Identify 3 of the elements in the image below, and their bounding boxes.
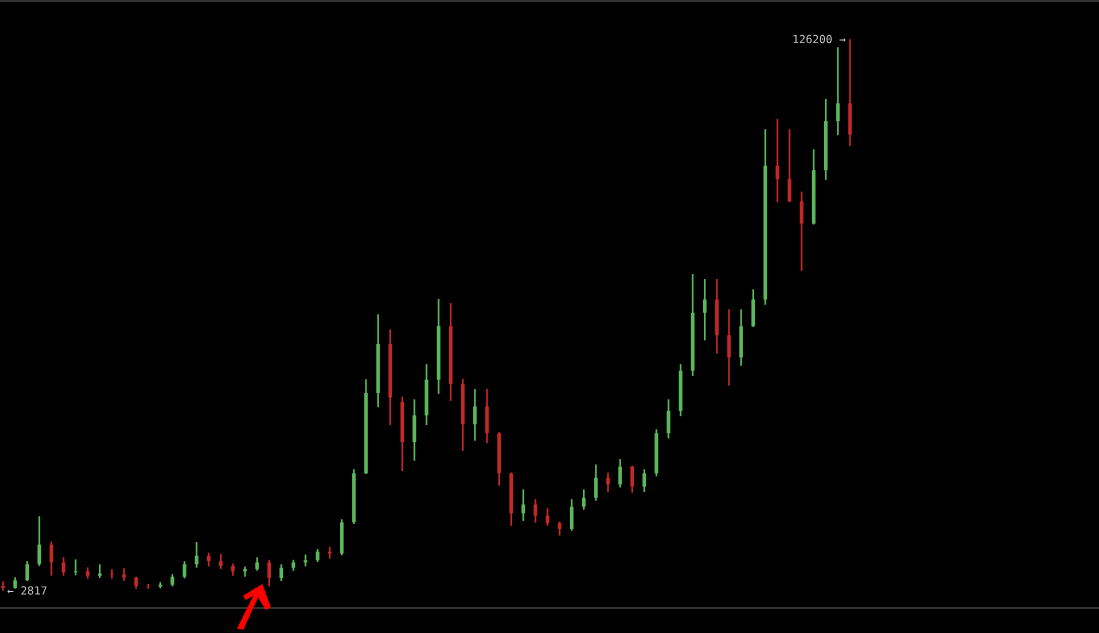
annotation: ← 2817 <box>7 586 47 595</box>
candlestick <box>146 583 151 589</box>
annotation: 126200 → <box>793 34 846 44</box>
